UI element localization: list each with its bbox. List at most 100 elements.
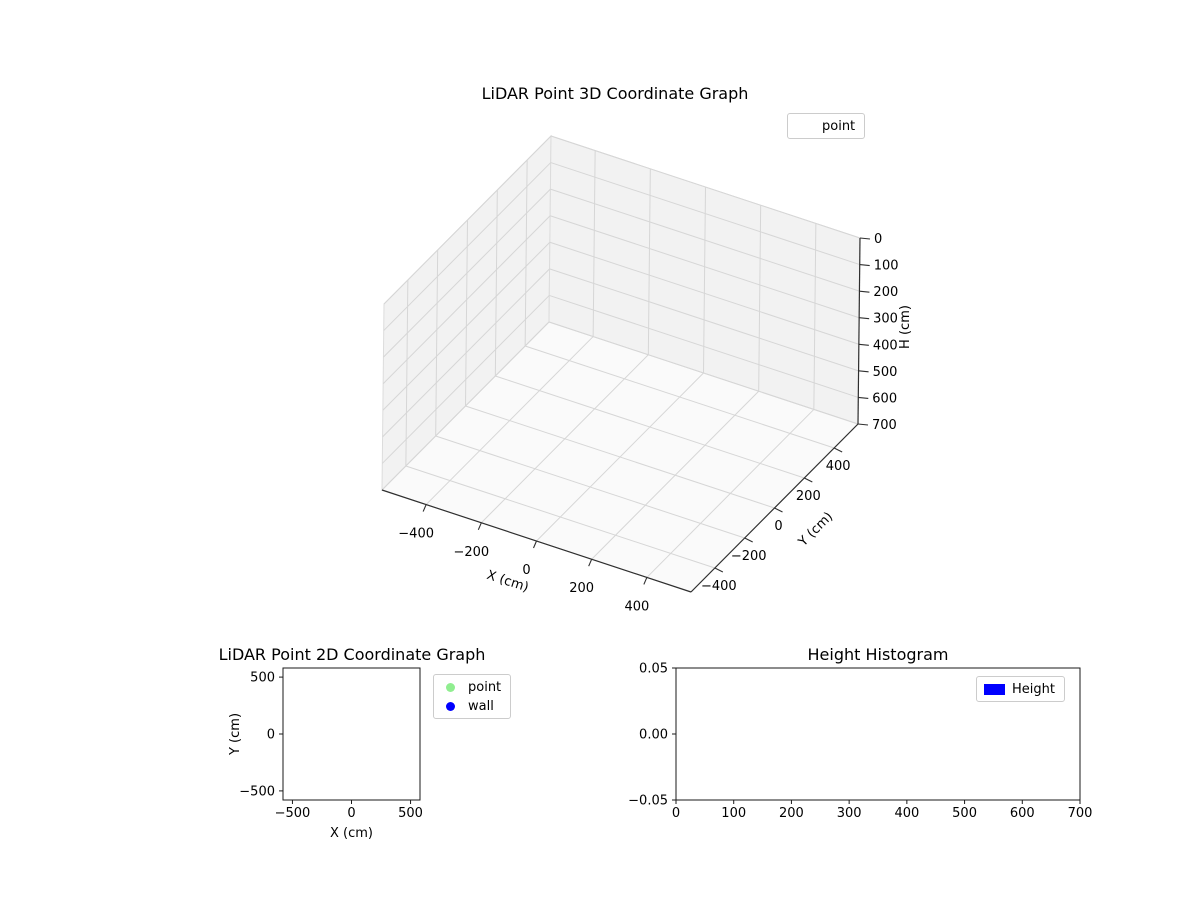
grid-z-left — [382, 268, 550, 438]
legend-item-height: Height — [984, 681, 1055, 697]
plot2d-x-axis-label: X (cm) — [330, 826, 373, 841]
z-tick-label: 200 — [873, 285, 898, 300]
x-tick — [532, 540, 538, 549]
hist-x-tick-label: 300 — [837, 806, 862, 821]
z-tick — [858, 343, 869, 346]
y-tick-label: −400 — [701, 579, 737, 594]
grid-y-floor — [524, 345, 835, 449]
plot2d-y-axis-label: Y (cm) — [228, 713, 243, 756]
x-tick — [588, 558, 593, 567]
hist-legend: Height — [976, 676, 1065, 702]
hist-x-tick-label: 700 — [1068, 806, 1093, 821]
hist-x-tick-label: 500 — [952, 806, 977, 821]
grid-z-right — [549, 268, 859, 372]
y-tick-label: 0 — [774, 519, 782, 534]
grid-z-left — [381, 295, 550, 464]
hist-y-tick-label: 0.00 — [639, 728, 668, 743]
x-tick — [643, 577, 648, 585]
plot2d-frame — [282, 667, 421, 801]
grid-z-left — [383, 188, 551, 358]
z-tick — [858, 370, 869, 373]
y-tick — [833, 447, 843, 453]
point-marker-icon — [795, 121, 815, 131]
plot2d-x-tick-label: 0 — [347, 806, 355, 821]
grid-z-left — [382, 215, 551, 385]
grid-z-right — [548, 321, 859, 425]
z-tick-label: 400 — [873, 338, 898, 353]
x-tick — [422, 504, 427, 512]
hist-y-tick-label: 0.05 — [639, 662, 668, 677]
grid-y-wall — [465, 219, 468, 407]
z-tick-label: 100 — [874, 259, 899, 274]
grid-z-right — [550, 135, 861, 239]
hist-x-tick-label: 400 — [894, 806, 919, 821]
grid-y-floor — [495, 375, 805, 479]
hist-x-tick-label: 200 — [779, 806, 804, 821]
grid-y-wall — [524, 159, 528, 347]
y-tick-label: 200 — [796, 489, 821, 504]
x-tick-label: 0 — [522, 563, 530, 578]
legend-label-wall: wall — [468, 698, 494, 714]
grid-z-left — [382, 241, 551, 411]
legend-item-wall: wall — [441, 698, 501, 714]
legend-label-point: point — [468, 679, 502, 695]
hist-x-tick-label: 100 — [721, 806, 746, 821]
x-tick — [477, 522, 482, 531]
z-tick-label: 700 — [872, 418, 897, 433]
legend-label-point-3d: point — [822, 118, 856, 134]
z-tick — [859, 237, 871, 240]
grid-z-right — [550, 162, 860, 266]
grid-z-right — [549, 215, 860, 319]
wall-marker-icon — [446, 701, 455, 711]
grid-y-wall — [494, 189, 498, 377]
y-tick — [744, 537, 753, 543]
grid-x-wall — [813, 223, 817, 410]
plot2d-legend: point wall — [433, 674, 512, 719]
z-axis-spine — [857, 237, 861, 425]
plot2d-title: LiDAR Point 2D Coordinate Graph — [218, 645, 486, 664]
grid-y-wall — [435, 249, 439, 437]
plot2d-x-tick-label: −500 — [275, 806, 311, 821]
height-marker-icon — [984, 683, 1005, 695]
grid-y-floor — [405, 465, 716, 569]
y-tick — [774, 507, 783, 513]
x-tick-label: 200 — [569, 581, 594, 596]
point-marker-icon — [446, 682, 455, 692]
plot3d-title: LiDAR Point 3D Coordinate Graph — [481, 84, 749, 103]
y-tick — [714, 567, 724, 573]
grid-z-right — [550, 188, 860, 292]
grid-y-floor — [435, 435, 745, 539]
grid-z-right — [549, 241, 860, 345]
legend-item-point: point — [441, 679, 501, 695]
z-axis-label: H (cm) — [898, 305, 913, 349]
grid-z-left — [383, 162, 552, 331]
z-tick-label: 0 — [874, 232, 882, 247]
hist-y-tick-label: −0.05 — [628, 794, 668, 809]
z-tick-label: 500 — [873, 365, 898, 380]
grid-z-left — [383, 135, 552, 305]
y-tick-label: 400 — [826, 459, 851, 474]
x-tick-label: −400 — [398, 527, 434, 542]
y-tick-label: −200 — [731, 549, 767, 564]
grid-y-wall — [405, 279, 409, 467]
plot3d-legend: point — [787, 113, 866, 139]
plot2d-y-tick-label: −500 — [239, 784, 275, 799]
z-tick-label: 300 — [873, 312, 898, 327]
hist-x-tick-label: 600 — [1010, 806, 1035, 821]
plot2d-x-tick-label: 500 — [398, 806, 423, 821]
plot2d-y-tick-label: 0 — [267, 728, 275, 743]
z-tick — [858, 396, 869, 399]
grid-x-wall — [703, 186, 706, 374]
z-tick — [857, 423, 869, 426]
x-tick-label: −200 — [453, 545, 489, 560]
hist-x-tick-label: 0 — [672, 806, 680, 821]
z-tick — [859, 290, 870, 293]
hist-title: Height Histogram — [807, 645, 949, 664]
grid-z-right — [549, 294, 859, 398]
grid-x-wall — [592, 150, 596, 337]
z-tick-label: 600 — [872, 391, 897, 406]
grid-z-left — [381, 321, 550, 491]
legend-label-height: Height — [1012, 681, 1055, 697]
